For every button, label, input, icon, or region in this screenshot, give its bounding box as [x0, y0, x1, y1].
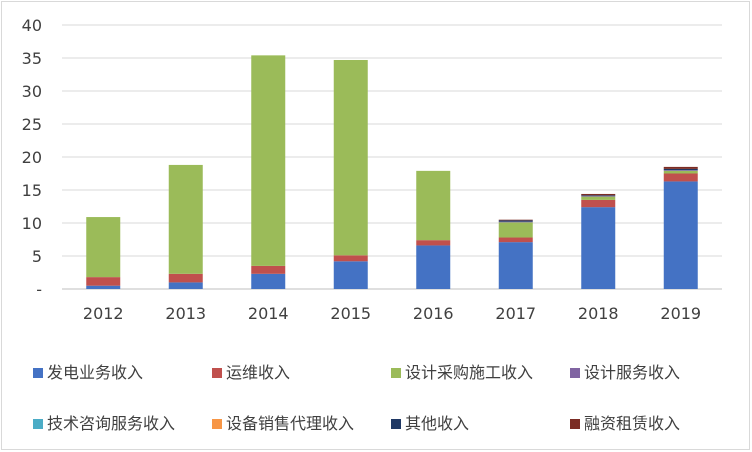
y-tick-label: 5: [32, 247, 42, 266]
bar-segment: [581, 199, 616, 208]
y-axis: - 5 10 15 20 25 30 35 40: [22, 16, 42, 299]
legend-swatch: [33, 368, 43, 378]
bar-segment: [663, 168, 698, 171]
bar-segment: [168, 282, 203, 289]
legend-swatch: [570, 368, 580, 378]
bar-segment: [416, 240, 451, 246]
bar-segment: [581, 196, 616, 200]
legend-label: 技术咨询服务收入: [47, 414, 175, 433]
legend-label: 其他收入: [405, 414, 469, 433]
bar-segment: [498, 221, 533, 223]
bar-segment: [581, 207, 616, 289]
bar-segment: [581, 193, 616, 196]
legend-label: 设计服务收入: [584, 363, 680, 382]
bar-segment: [498, 220, 533, 222]
bar-segment: [86, 277, 121, 286]
bar-segment: [498, 222, 533, 238]
legend-swatch: [570, 419, 580, 429]
bar-segment: [498, 242, 533, 289]
bars: [86, 55, 698, 289]
y-tick-label: -: [36, 280, 42, 299]
bar-segment: [333, 261, 368, 289]
legend-swatch: [391, 419, 401, 429]
bar-segment: [333, 59, 368, 256]
y-tick-label: 35: [22, 49, 42, 68]
legend-label: 设计采购施工收入: [405, 363, 533, 382]
x-tick-label: 2014: [248, 304, 289, 323]
bar-segment: [498, 237, 533, 243]
x-tick-label: 2019: [660, 304, 701, 323]
bar-segment: [663, 166, 698, 169]
bar-segment: [168, 164, 203, 274]
y-tick-label: 40: [22, 16, 42, 35]
bar-segment: [333, 255, 368, 262]
bar-segment: [581, 195, 616, 196]
bar-segment: [663, 170, 698, 174]
legend-label: 发电业务收入: [47, 363, 143, 382]
bar-segment: [416, 245, 451, 289]
bar-segment: [663, 170, 698, 171]
bar-segment: [416, 170, 451, 241]
bar-segment: [663, 181, 698, 289]
x-axis: 2012 2013 2014 2015 2016 2017 2018 2019: [83, 304, 701, 323]
bar-segment: [251, 265, 286, 274]
bar-segment: [86, 217, 121, 278]
x-tick-label: 2012: [83, 304, 124, 323]
x-tick-label: 2013: [165, 304, 206, 323]
legend-swatch: [212, 368, 222, 378]
y-tick-label: 30: [22, 82, 42, 101]
bar-segment: [498, 219, 533, 221]
gridlines: [62, 24, 722, 290]
legend-label: 设备销售代理收入: [226, 414, 354, 433]
bar-segment: [168, 273, 203, 283]
y-tick-label: 15: [22, 181, 42, 200]
x-tick-label: 2016: [413, 304, 454, 323]
legend-label: 融资租赁收入: [584, 414, 680, 433]
bar-segment: [251, 55, 286, 266]
legend-swatch: [33, 419, 43, 429]
bar-segment: [581, 195, 616, 197]
bar-segment: [663, 173, 698, 182]
legend-swatch: [212, 419, 222, 429]
bar-segment: [251, 273, 286, 289]
x-tick-label: 2018: [578, 304, 619, 323]
y-tick-label: 25: [22, 115, 42, 134]
x-tick-label: 2017: [495, 304, 536, 323]
x-tick-label: 2015: [330, 304, 371, 323]
legend-label: 运维收入: [226, 363, 290, 382]
bar-segment: [86, 285, 121, 289]
legend-swatch: [391, 368, 401, 378]
y-tick-label: 10: [22, 214, 42, 233]
y-tick-label: 20: [22, 148, 42, 167]
